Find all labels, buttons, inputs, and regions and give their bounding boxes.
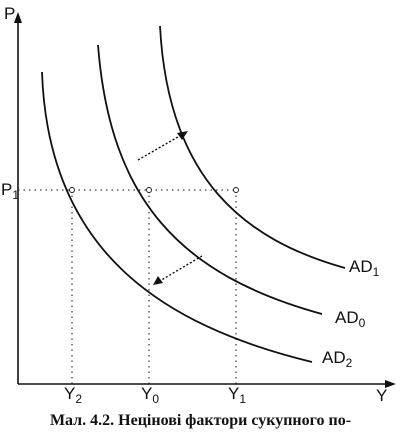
shift-right-arrow-icon [177, 131, 188, 140]
shift-arrow-ad0-to-ad2 [157, 255, 203, 283]
ad0-curve-label: AD0 [335, 308, 366, 330]
ad2-curve-label: AD2 [322, 348, 353, 370]
point-y2 [69, 187, 75, 193]
y1-tick-label: Y1 [228, 384, 246, 405]
chart: P Y P1 Y2 Y0 Y1 AD1 AD0 AD2 [1, 4, 396, 405]
shift-arrow-ad0-to-ad1 [137, 133, 184, 161]
point-y1 [233, 187, 239, 193]
y0-tick-label: Y0 [141, 384, 159, 405]
shift-left-arrow-icon [153, 276, 163, 285]
x-axis-label: Y [376, 386, 387, 405]
curve-ad1 [159, 25, 346, 269]
curve-ad2 [41, 71, 313, 363]
y-axis-arrow-icon [14, 12, 22, 23]
y-axis-label: P [4, 4, 15, 23]
curve-ad0 [97, 44, 323, 315]
ad1-curve-label: AD1 [349, 257, 380, 279]
point-y0 [146, 187, 152, 193]
figure-caption: Мал. 4.2. Нецінові фактори сукупного по- [49, 412, 352, 429]
y2-tick-label: Y2 [64, 384, 82, 405]
p1-tick-label: P1 [1, 180, 19, 202]
x-axis-arrow-icon [385, 380, 396, 388]
